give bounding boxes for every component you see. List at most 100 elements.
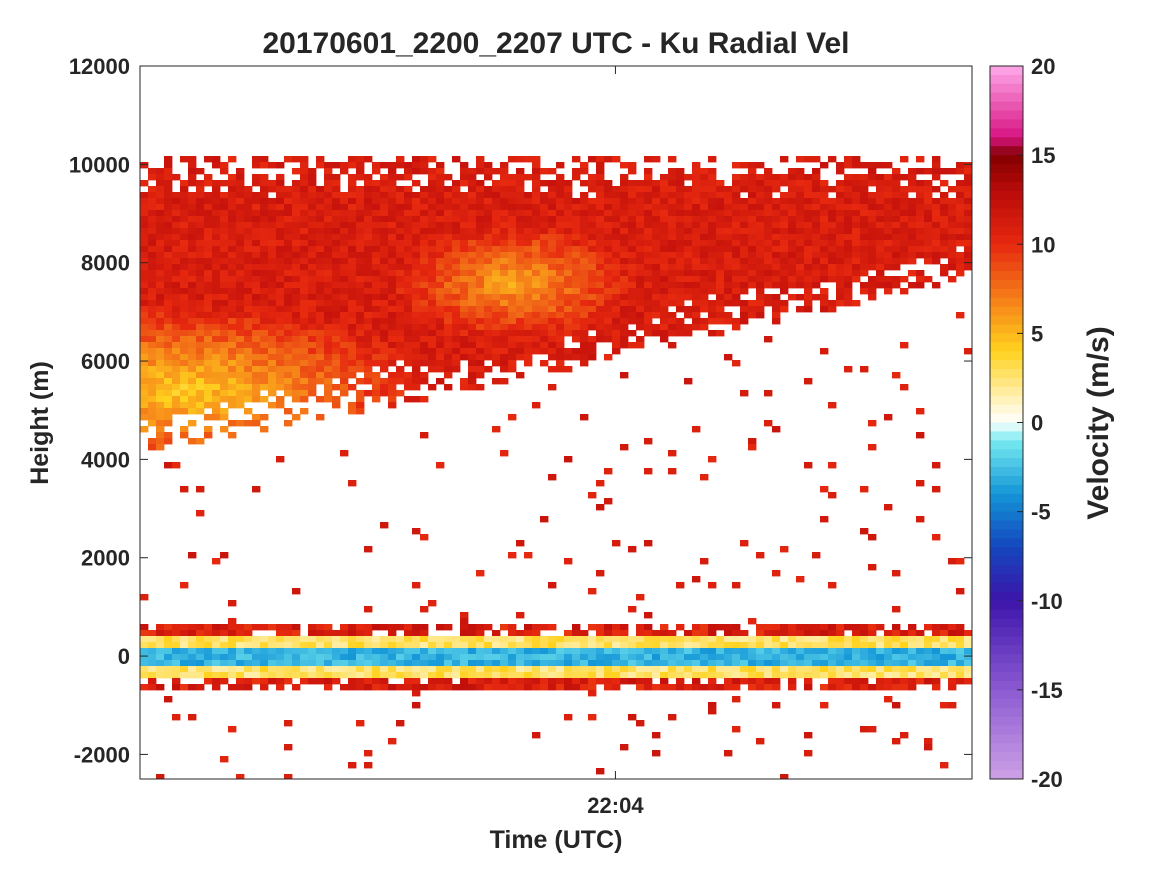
heatmap-cell [468, 306, 477, 313]
heatmap-cell [436, 684, 445, 691]
heatmap-cell [548, 288, 557, 295]
heatmap-cell [244, 246, 253, 253]
heatmap-cell [556, 204, 565, 211]
heatmap-cell [548, 294, 557, 301]
heatmap-cell [748, 186, 757, 193]
heatmap-cell [404, 258, 413, 265]
heatmap-cell [924, 168, 933, 175]
heatmap-cell [204, 330, 213, 337]
heatmap-cell [692, 318, 701, 325]
heatmap-cell [484, 264, 493, 271]
heatmap-cell [388, 162, 397, 169]
heatmap-cell [148, 186, 157, 193]
heatmap-cell [396, 234, 405, 241]
heatmap-cell [588, 234, 597, 241]
heatmap-cell [436, 204, 445, 211]
heatmap-cell [668, 168, 677, 175]
heatmap-cell [572, 222, 581, 229]
heatmap-cell [236, 666, 245, 673]
heatmap-cell [716, 330, 725, 337]
heatmap-cell [180, 276, 189, 283]
heatmap-cell [188, 630, 197, 637]
heatmap-cell [924, 636, 933, 643]
heatmap-cell [764, 636, 773, 643]
heatmap-cell [196, 312, 205, 319]
heatmap-cell [644, 198, 653, 205]
heatmap-cell [508, 204, 517, 211]
heatmap-cell [508, 306, 517, 313]
heatmap-cell [508, 642, 517, 649]
heatmap-cell [788, 264, 797, 271]
heatmap-cell [668, 330, 677, 337]
heatmap-cell [492, 210, 501, 217]
heatmap-cell [748, 660, 757, 667]
y-tick-label: 10000 [69, 152, 130, 177]
heatmap-cell [388, 294, 397, 301]
heatmap-cell [500, 318, 509, 325]
colorbar-step [990, 422, 1023, 432]
heatmap-cell [804, 378, 813, 385]
heatmap-cell [732, 216, 741, 223]
heatmap-cell [284, 156, 293, 163]
heatmap-cell [500, 378, 509, 385]
heatmap-cell [540, 204, 549, 211]
heatmap-cell [196, 354, 205, 361]
heatmap-cell [700, 288, 709, 295]
heatmap-cell [668, 324, 677, 331]
heatmap-cell [300, 654, 309, 661]
heatmap-cell [780, 198, 789, 205]
heatmap-cell [212, 366, 221, 373]
heatmap-cell [612, 222, 621, 229]
heatmap-cell [516, 654, 525, 661]
heatmap-cell [556, 648, 565, 655]
heatmap-cell [812, 672, 821, 679]
heatmap-cell [812, 276, 821, 283]
heatmap-cell [428, 324, 437, 331]
heatmap-cell [836, 282, 845, 289]
heatmap-cell [324, 318, 333, 325]
heatmap-cell [828, 648, 837, 655]
heatmap-cell [164, 390, 173, 397]
heatmap-cell [380, 300, 389, 307]
heatmap-cell [148, 204, 157, 211]
heatmap-cell [476, 372, 485, 379]
heatmap-cell [204, 228, 213, 235]
heatmap-cell [188, 366, 197, 373]
heatmap-cell [372, 354, 381, 361]
heatmap-cell [260, 372, 269, 379]
heatmap-cell [252, 384, 261, 391]
heatmap-cell [492, 378, 501, 385]
heatmap-cell [908, 636, 917, 643]
heatmap-cell [436, 198, 445, 205]
heatmap-cell [148, 234, 157, 241]
heatmap-cell [364, 186, 373, 193]
heatmap-cell [636, 246, 645, 253]
heatmap-cell [348, 288, 357, 295]
heatmap-cell [508, 216, 517, 223]
heatmap-cell [220, 552, 229, 559]
heatmap-cell [612, 204, 621, 211]
heatmap-cell [372, 234, 381, 241]
heatmap-cell [556, 360, 565, 367]
heatmap-cell [700, 642, 709, 649]
heatmap-cell [220, 288, 229, 295]
heatmap-cell [492, 330, 501, 337]
heatmap-cell [276, 384, 285, 391]
heatmap-cell [452, 204, 461, 211]
heatmap-cell [868, 234, 877, 241]
heatmap-cell [508, 312, 517, 319]
heatmap-cell [596, 768, 605, 775]
heatmap-cell [556, 666, 565, 673]
heatmap-cell [868, 264, 877, 271]
heatmap-cell [324, 186, 333, 193]
heatmap-cell [252, 636, 261, 643]
heatmap-cell [420, 234, 429, 241]
heatmap-cell [540, 246, 549, 253]
heatmap-cell [684, 672, 693, 679]
heatmap-cell [468, 360, 477, 367]
heatmap-cell [524, 234, 533, 241]
heatmap-cell [788, 636, 797, 643]
heatmap-cell [172, 408, 181, 415]
heatmap-cell [628, 186, 637, 193]
heatmap-cell [612, 624, 621, 631]
